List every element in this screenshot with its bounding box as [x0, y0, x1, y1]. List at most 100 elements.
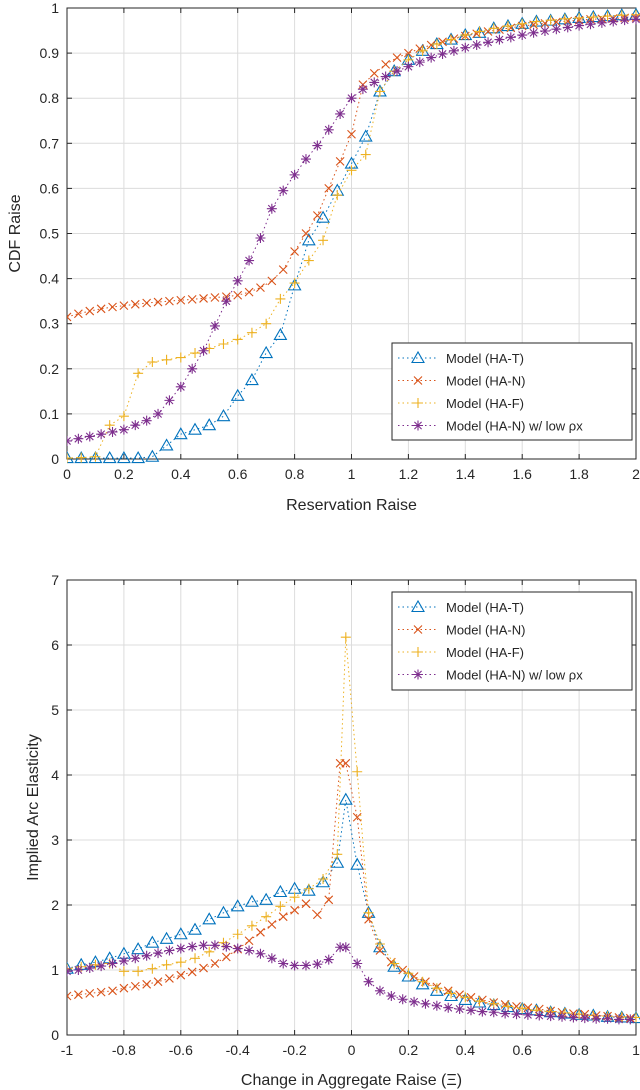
data-point: [551, 17, 561, 27]
data-point: [350, 857, 365, 870]
data-point: [380, 71, 391, 82]
data-point: [266, 203, 277, 214]
data-point: [176, 295, 186, 305]
data-point: [145, 935, 160, 948]
data-point: [431, 1000, 442, 1011]
data-point: [502, 1001, 513, 1012]
data-point: [278, 265, 288, 274]
legend: Model (HA-T) Model (HA-N) Model (HA-F) Mode…: [391, 342, 633, 441]
data-point: [153, 948, 164, 959]
data-point: [431, 983, 442, 994]
data-point: [73, 309, 83, 319]
data-point: [360, 149, 371, 160]
data-point: [164, 945, 175, 956]
data-point: [88, 450, 103, 464]
data-point: [579, 1013, 590, 1024]
data-point: [488, 1007, 499, 1018]
data-point: [363, 976, 374, 987]
data-point: [133, 368, 144, 379]
data-point: [511, 1009, 522, 1020]
data-point: [381, 59, 391, 69]
data-point: [73, 965, 84, 975]
series-4: [67, 940, 636, 1025]
data-point: [559, 13, 570, 24]
data-point: [107, 426, 118, 437]
legend-item: Model (HA-F): [398, 396, 524, 411]
data-point: [176, 970, 186, 980]
data-point: [107, 958, 118, 969]
data-point: [596, 17, 607, 28]
legend-marker: [411, 350, 425, 364]
data-point: [465, 1005, 476, 1016]
data-point: [116, 450, 131, 464]
data-point: [118, 966, 129, 977]
data-point: [426, 52, 437, 63]
data-point: [374, 985, 385, 996]
legend-item: Model (HA-T): [398, 350, 524, 366]
data-point: [301, 229, 311, 238]
data-point: [338, 792, 353, 805]
data-point: [409, 996, 420, 1007]
series-line: [67, 17, 637, 318]
x-axis-label: Change in Aggregate Raise (Ξ): [241, 1072, 462, 1089]
data-point: [512, 1002, 521, 1011]
legend-marker: [413, 647, 423, 657]
data-point: [216, 905, 231, 918]
data-point: [187, 294, 197, 304]
x-tick-label: 1: [348, 466, 356, 482]
data-point: [187, 967, 197, 977]
data-point: [119, 983, 129, 993]
data-point: [403, 61, 414, 72]
data-point: [187, 941, 198, 952]
data-point: [273, 327, 288, 341]
data-point: [118, 955, 129, 966]
data-point: [352, 812, 362, 822]
data-point: [173, 427, 188, 440]
data-point: [460, 30, 471, 41]
data-point: [303, 883, 314, 894]
data-point: [161, 959, 172, 970]
data-point: [261, 318, 272, 329]
data-point: [401, 969, 416, 982]
data-point: [141, 950, 152, 961]
y-axis-label: CDF Raise: [7, 194, 24, 272]
data-point: [568, 1012, 579, 1023]
data-point: [373, 940, 387, 953]
data-point: [523, 1003, 533, 1013]
data-point: [190, 348, 201, 359]
data-point: [352, 766, 363, 777]
legend-item: Model (HA-N) w/ low ρx: [398, 419, 583, 434]
data-point: [517, 18, 528, 29]
data-point: [153, 297, 163, 307]
data-point: [613, 1014, 624, 1025]
data-point: [474, 26, 485, 37]
data-point: [522, 1009, 533, 1020]
data-point: [364, 914, 373, 924]
data-point: [474, 996, 485, 1007]
data-point: [324, 895, 334, 905]
y-tick-label: 0.8: [40, 90, 60, 106]
data-point: [165, 974, 174, 983]
x-tick-label: 0.2: [114, 466, 134, 482]
data-point: [187, 363, 198, 374]
data-point: [397, 994, 408, 1005]
data-point: [374, 86, 385, 97]
y-tick-label: 1: [51, 962, 59, 978]
data-point: [232, 943, 243, 954]
data-point: [602, 1013, 613, 1024]
data-point: [246, 920, 257, 931]
data-point: [210, 959, 220, 968]
data-point: [67, 435, 72, 446]
y-axis-label: Implied Arc Elasticity: [25, 734, 42, 881]
data-point: [147, 357, 158, 368]
data-point: [545, 1011, 556, 1022]
data-point: [230, 899, 245, 912]
legend-marker: [413, 625, 423, 634]
data-point: [300, 154, 311, 165]
x-tick-label: -0.4: [226, 1042, 250, 1058]
data-point: [131, 450, 146, 464]
data-point: [574, 20, 585, 31]
series-2: [67, 13, 640, 322]
data-point: [443, 1002, 454, 1013]
data-point: [232, 334, 243, 345]
